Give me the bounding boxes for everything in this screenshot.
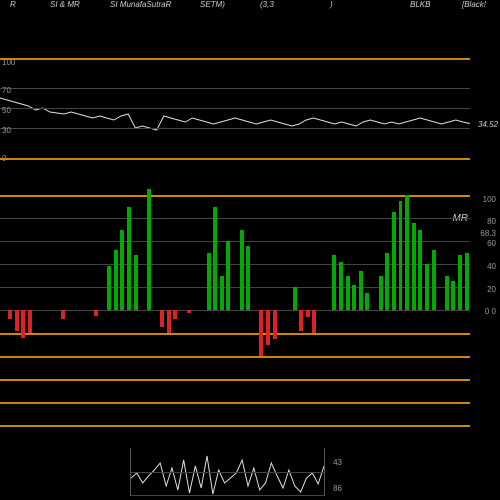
mr-bar <box>273 310 277 339</box>
mr-bar <box>392 212 396 310</box>
axis-tick-label: 0 0 <box>485 307 496 316</box>
mr-bar <box>187 310 191 313</box>
mr-bar <box>120 230 124 311</box>
axis-tick-label: 68.3 <box>480 229 496 238</box>
mr-bar <box>213 207 217 311</box>
mr-bar <box>167 310 171 333</box>
mr-bar <box>299 310 303 331</box>
si-current-value: 34.52 <box>478 120 498 129</box>
gridline <box>131 495 324 496</box>
mr-bar <box>160 310 164 327</box>
gridline <box>0 128 470 129</box>
header-label: ) <box>330 0 333 9</box>
axis-tick-label: 30 <box>2 126 11 135</box>
mr-bar <box>339 262 343 310</box>
mr-bar <box>405 195 409 310</box>
header-label: SETM) <box>200 0 225 9</box>
mr-bar <box>465 253 469 311</box>
mr-bar <box>107 266 111 310</box>
header-bar: R SI & MR SI MunafaSutraR SETM) (3,3) BLKB [Bl… <box>0 0 500 14</box>
mr-bar <box>346 276 350 311</box>
axis-tick-label: 70 <box>2 86 11 95</box>
axis-tick-label: 100 <box>483 195 496 204</box>
gridline <box>0 88 470 89</box>
mr-bar <box>385 253 389 311</box>
gridline <box>131 472 324 473</box>
mr-bar <box>266 310 270 345</box>
header-label: SI & MR <box>50 0 80 9</box>
mr-bar <box>15 310 19 331</box>
mr-bar <box>432 250 436 310</box>
mr-bar <box>352 285 356 310</box>
gridline <box>0 310 470 311</box>
gridline <box>0 333 470 335</box>
mr-bar <box>359 271 363 310</box>
mr-bar <box>61 310 65 319</box>
gridline <box>0 379 470 381</box>
mr-bar <box>147 189 151 310</box>
mr-bar <box>246 246 250 310</box>
mr-bar <box>173 310 177 319</box>
mr-bar <box>399 201 403 310</box>
axis-tick-label: 43 <box>333 458 342 467</box>
mr-bar <box>21 310 25 338</box>
axis-tick-label: 80 <box>487 217 496 226</box>
gridline <box>0 158 470 160</box>
mr-bar <box>379 276 383 311</box>
mr-bar <box>451 281 455 310</box>
mr-bar <box>312 310 316 333</box>
header-label: [Black! <box>462 0 486 9</box>
mr-bar <box>458 255 462 310</box>
mini-chart-panel: 4386 <box>130 448 325 496</box>
mr-bar <box>306 310 310 317</box>
axis-tick-label: 0 <box>2 154 6 163</box>
axis-tick-label: 60 <box>487 239 496 248</box>
mr-bar <box>412 223 416 310</box>
mr-bar <box>293 287 297 310</box>
gridline <box>0 402 470 404</box>
mr-bar <box>418 230 422 311</box>
gridline <box>0 108 470 109</box>
mr-bar <box>365 293 369 310</box>
mr-bar <box>240 230 244 311</box>
mr-bar <box>332 255 336 310</box>
mr-bar <box>94 310 98 316</box>
gridline <box>0 58 470 60</box>
header-label: SI MunafaSutraR <box>110 0 171 9</box>
mr-bar <box>445 276 449 311</box>
mr-bar <box>134 255 138 310</box>
axis-tick-label: 40 <box>487 262 496 271</box>
gridline <box>0 425 470 427</box>
gridline <box>0 195 470 197</box>
mr-bar <box>127 207 131 311</box>
header-label: (3,3 <box>260 0 274 9</box>
mr-bar <box>8 310 12 319</box>
axis-tick-label: 20 <box>487 285 496 294</box>
si-indicator-panel: 1007050300 <box>0 58 470 158</box>
header-label: R <box>10 0 16 9</box>
mr-bar <box>425 264 429 310</box>
mr-indicator-panel: MR 1008068.36040200 0 <box>0 195 470 425</box>
mr-bar <box>28 310 32 333</box>
axis-tick-label: 86 <box>333 484 342 493</box>
axis-tick-label: 100 <box>2 58 15 67</box>
mr-bar <box>226 241 230 310</box>
header-label: BLKB <box>410 0 430 9</box>
axis-tick-label: 50 <box>2 106 11 115</box>
mr-bar <box>259 310 263 356</box>
gridline <box>0 356 470 358</box>
mr-bar <box>114 250 118 310</box>
mr-bar <box>207 253 211 311</box>
mr-bar <box>220 276 224 311</box>
